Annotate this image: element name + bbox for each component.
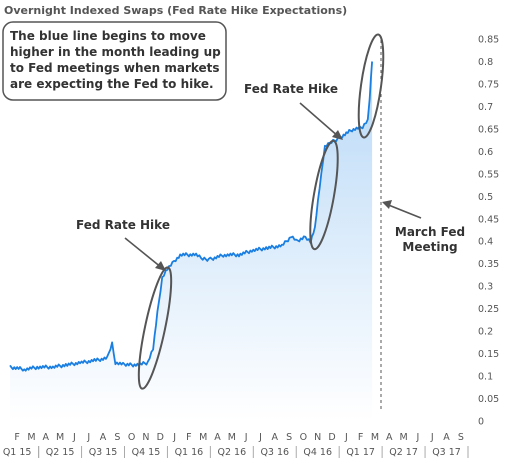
x-month-label: A	[443, 432, 450, 443]
x-month-label: A	[386, 432, 393, 443]
x-quarter-label: Q3 15	[89, 447, 118, 458]
x-month-label: F	[186, 432, 191, 443]
note-line-4: are expecting the Fed to hike.	[10, 77, 214, 91]
y-tick-label: 0.6	[478, 147, 493, 158]
y-tick-label: 0.8	[478, 57, 493, 68]
arrow-hike-1-head	[155, 261, 166, 271]
annotation-hike-1: Fed Rate Hike	[76, 218, 170, 232]
x-month-label: N	[142, 432, 149, 443]
y-axis: 0 0.05 0.1 0.15 0.2 0.25 0.3 0.35 0.4 0.45 0.5 0.55…	[478, 34, 499, 427]
x-quarter-label: Q3 17	[432, 447, 461, 458]
x-month-label: D	[328, 432, 335, 443]
annotation-meeting-line1: March Fed	[395, 225, 465, 239]
x-axis-quarters: Q1 15 Q2 15 Q3 15 Q4 15 Q1 16 Q2 16 Q3 16 Q4 16…	[3, 446, 469, 458]
x-quarter-label: Q1 15	[3, 447, 32, 458]
x-month-label: M	[56, 432, 64, 443]
note-box	[2, 21, 227, 101]
y-tick-label: 0.15	[478, 349, 499, 360]
hike-ellipse-dec-15	[137, 266, 173, 390]
area-fill	[10, 61, 373, 421]
arrow-meeting-head	[382, 200, 392, 209]
x-month-label: D	[157, 432, 164, 443]
y-tick-label: 0.2	[478, 327, 493, 338]
x-month-label: A	[214, 432, 221, 443]
y-tick-label: 0.4	[478, 237, 493, 248]
arrow-hike-2-line	[299, 102, 340, 138]
x-month-label: F	[358, 432, 363, 443]
x-quarter-label: Q2 17	[389, 447, 418, 458]
x-month-label: O	[300, 432, 307, 443]
hike-ellipse-dec-16	[309, 139, 339, 251]
x-month-label: M	[399, 432, 407, 443]
x-month-label: S	[286, 432, 292, 443]
x-quarter-label: Q2 16	[218, 447, 247, 458]
y-tick-label: 0.05	[478, 394, 499, 405]
x-month-label: F	[14, 432, 19, 443]
arrow-hike-1-line	[124, 237, 163, 269]
x-month-label: A	[43, 432, 50, 443]
x-month-label: S	[458, 432, 464, 443]
y-tick-label: 0.1	[478, 372, 493, 383]
x-month-label: N	[314, 432, 321, 443]
x-month-label: M	[199, 432, 207, 443]
y-tick-label: 0.65	[478, 124, 499, 135]
x-month-label: J	[86, 432, 90, 443]
x-month-label: J	[258, 432, 262, 443]
x-quarter-label: Q1 16	[175, 447, 204, 458]
x-month-label: S	[114, 432, 120, 443]
x-quarter-label: Q1 17	[346, 447, 375, 458]
arrow-meeting-line	[385, 203, 422, 219]
y-tick-label: 0.7	[478, 102, 493, 113]
y-tick-label: 0.35	[478, 259, 499, 270]
x-month-label: J	[244, 432, 248, 443]
annotation-meeting-line2: Meeting	[402, 240, 457, 254]
note-line-3: to Fed meetings when markets	[10, 61, 220, 75]
x-month-label: J	[344, 432, 348, 443]
x-month-label: J	[416, 432, 420, 443]
x-month-label: J	[72, 432, 76, 443]
y-tick-label: 0.85	[478, 34, 499, 45]
y-tick-label: 0.5	[478, 192, 493, 203]
x-quarter-label: Q4 16	[303, 447, 332, 458]
x-month-label: A	[272, 432, 279, 443]
y-tick-label: 0.75	[478, 79, 499, 90]
x-month-label: M	[371, 432, 379, 443]
x-month-label: M	[27, 432, 35, 443]
note-line-2: higher in the month leading up	[10, 45, 221, 59]
x-month-label: J	[430, 432, 434, 443]
x-quarter-label: Q3 16	[260, 447, 289, 458]
y-tick-label: 0.3	[478, 282, 493, 293]
arrow-hike-2-head	[332, 130, 343, 140]
y-tick-label: 0.55	[478, 169, 499, 180]
x-month-label: A	[100, 432, 107, 443]
x-month-label: O	[128, 432, 135, 443]
x-month-label: J	[172, 432, 176, 443]
meeting-ellipse-mar-17	[357, 33, 385, 139]
y-tick-label: 0	[478, 417, 484, 428]
chart-title: Overnight Indexed Swaps (Fed Rate Hike E…	[4, 4, 347, 17]
annotation-hike-2: Fed Rate Hike	[244, 82, 338, 96]
series-line	[9, 61, 373, 372]
note-line-1: The blue line begins to move	[10, 29, 206, 43]
x-quarter-label: Q2 15	[46, 447, 75, 458]
x-month-label: M	[228, 432, 236, 443]
y-tick-label: 0.45	[478, 214, 499, 225]
x-quarter-label: Q4 15	[132, 447, 161, 458]
y-tick-label: 0.25	[478, 304, 499, 315]
